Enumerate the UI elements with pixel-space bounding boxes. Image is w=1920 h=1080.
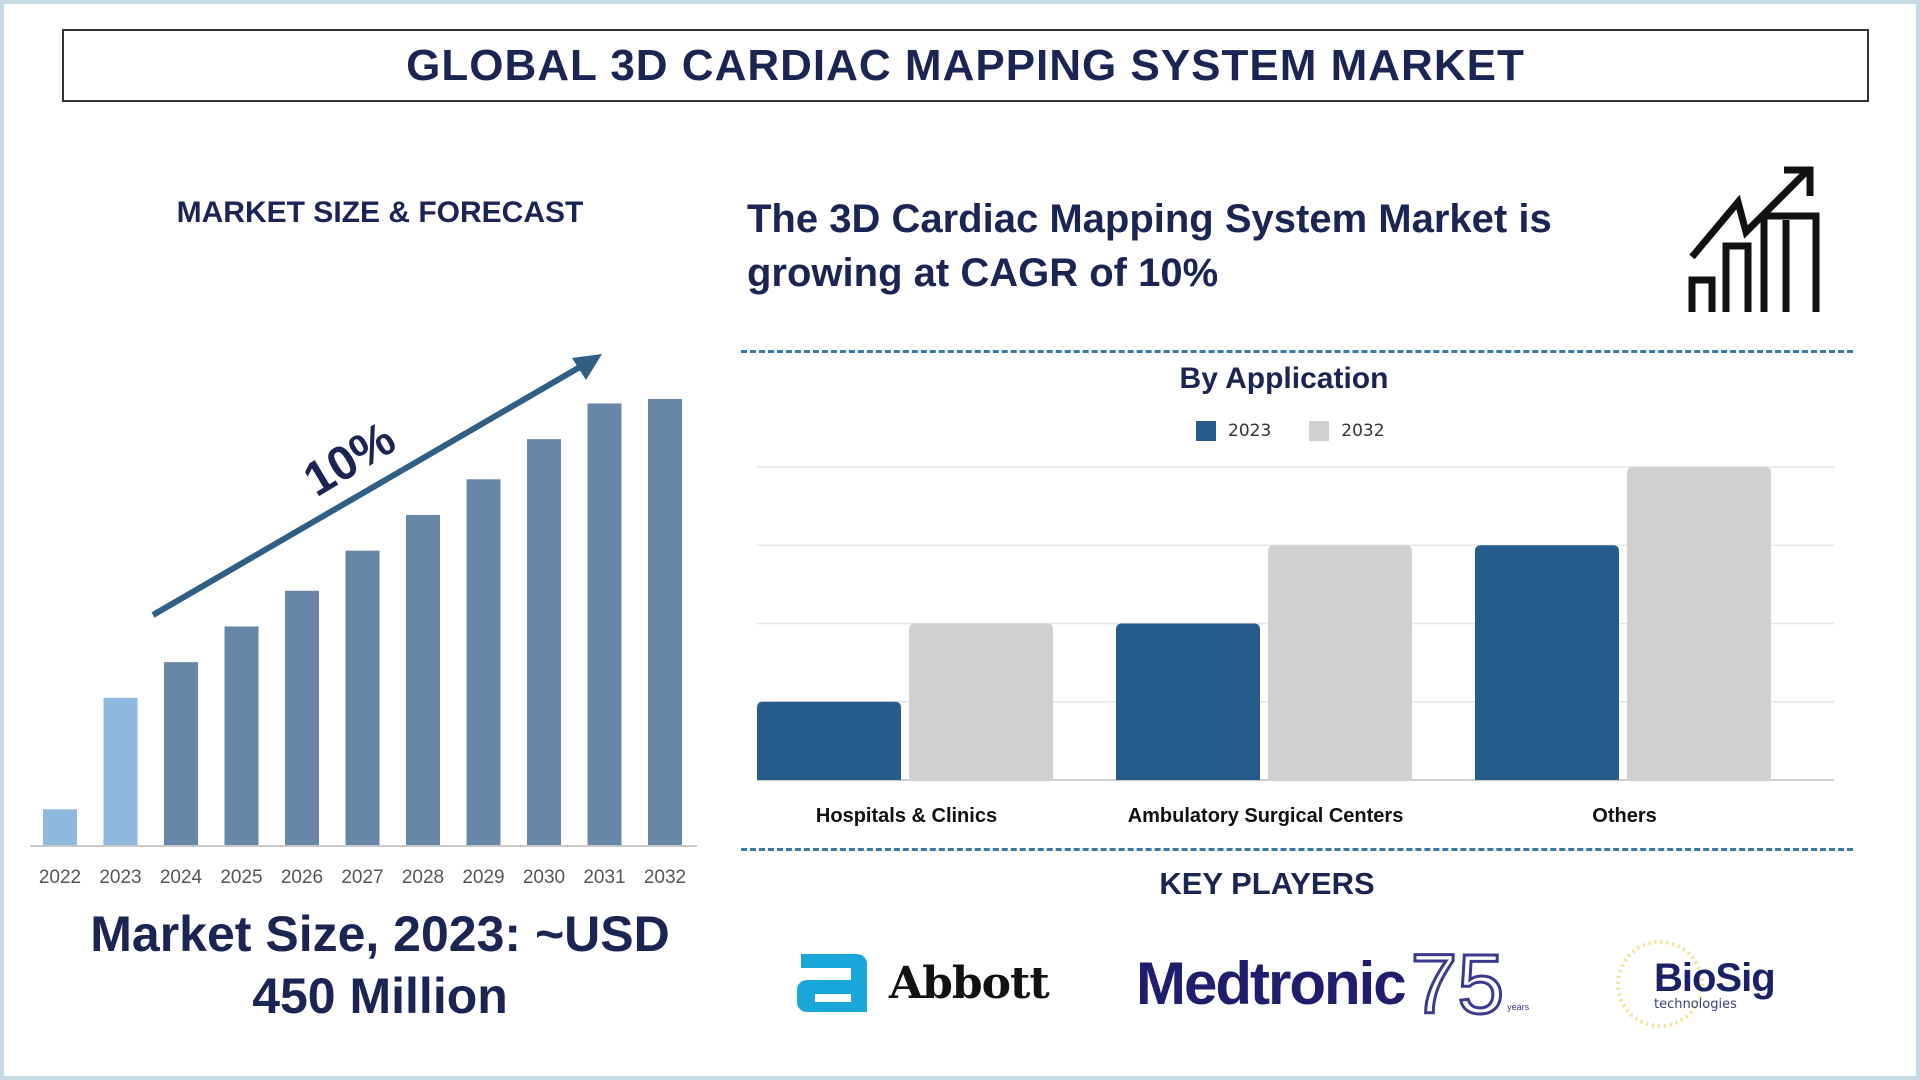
key-players-title: KEY PLAYERS [1159,866,1375,901]
bar-2027 [345,550,380,845]
bar-2023 [757,701,901,780]
x-tick-label: 2022 [39,867,81,888]
biosig-logo: BioSig technologies [1612,936,1792,1032]
trend-arrow-head [572,354,602,380]
page-title: GLOBAL 3D CARDIAC MAPPING SYSTEM MARKET [406,40,1525,90]
bar-2032 [909,623,1053,780]
bar-2023 [1475,545,1619,780]
application-chart-title: By Application [1179,362,1389,395]
biosig-wordmark: BioSig technologies [1654,955,1776,1012]
legend-label: 2023 [1228,421,1272,441]
x-tick-label: 2030 [523,867,565,888]
headline-line2: growing at CAGR of 10% [747,251,1219,295]
cagr-headline: The 3D Cardiac Mapping System Market is … [747,192,1552,300]
medtronic-wordmark: Medtronic [1136,950,1407,1017]
bar-2031 [587,403,622,845]
bar-2028 [406,514,440,845]
market-size-text: Market Size, 2023: ~USD 450 Million [20,903,740,1027]
abbott-logo: Abbott [793,950,1050,1016]
legend-item-2032: 2032 [1309,421,1385,441]
legend-label: 2032 [1341,421,1385,441]
abbott-wordmark: Abbott [889,957,1050,1009]
biosig-dotted-ring-icon [1616,940,1704,1028]
x-tick-label: 2028 [402,867,444,888]
x-tick-label: 2027 [341,867,383,888]
bar-2023 [1116,623,1260,780]
bar-2032 [1627,467,1771,780]
headline-line1: The 3D Cardiac Mapping System Market is [747,197,1552,241]
trend-arrow-line [151,357,594,618]
bar-2029 [466,479,501,845]
header-box: GLOBAL 3D CARDIAC MAPPING SYSTEM MARKET [62,29,1869,102]
bar-chart-growth-arrow-icon [1688,166,1820,312]
forecast-bar-chart: 2022 2023 2024 2025 2026 2027 2028 2029 2030 2031… [30,354,697,888]
bar-2022 [43,809,77,845]
chart-legend: 2023 2032 [1196,421,1385,441]
bar-2026 [285,590,319,845]
bar-2025 [224,626,259,845]
biosig-sub: technologies [1654,996,1737,1012]
x-tick-label: 2026 [281,867,323,888]
application-bar-chart: Hospitals & Clinics Ambulatory Surgical C… [757,466,1834,827]
abbott-symbol-icon [797,954,867,1012]
biosig-name: BioSig [1654,955,1776,1000]
x-tick-label: 2023 [99,867,141,888]
market-size-line1: Market Size, 2023: ~USD [90,906,670,962]
x-tick-label: 2024 [160,867,203,888]
bar-2030 [527,439,561,845]
x-tick-label: 2029 [462,867,504,888]
market-size-section-title: MARKET SIZE & FORECAST [176,196,584,229]
category-label: Hospitals & Clinics [816,805,997,827]
medtronic-logo: Medtronic 75 years [1136,937,1530,1031]
bar-2024 [164,662,198,845]
bar-2032 [1268,545,1412,780]
legend-swatch [1309,421,1330,441]
x-tick-label: 2031 [583,867,625,888]
x-tick-label: 2032 [644,867,686,888]
category-label: Ambulatory Surgical Centers [1128,805,1404,827]
divider-bottom [741,848,1853,851]
market-size-line2: 450 Million [252,968,508,1024]
x-tick-label: 2025 [220,867,262,888]
medtronic-75-badge: 75 [1409,937,1505,1031]
growth-label: 10% [295,412,405,507]
divider-top [741,350,1853,353]
legend-item-2023: 2023 [1196,421,1271,441]
category-label: Others [1592,805,1656,827]
bar-2032 [648,399,682,845]
badge-subtext: years [1507,1002,1530,1012]
bar-2023 [103,697,138,845]
legend-swatch [1196,421,1216,441]
